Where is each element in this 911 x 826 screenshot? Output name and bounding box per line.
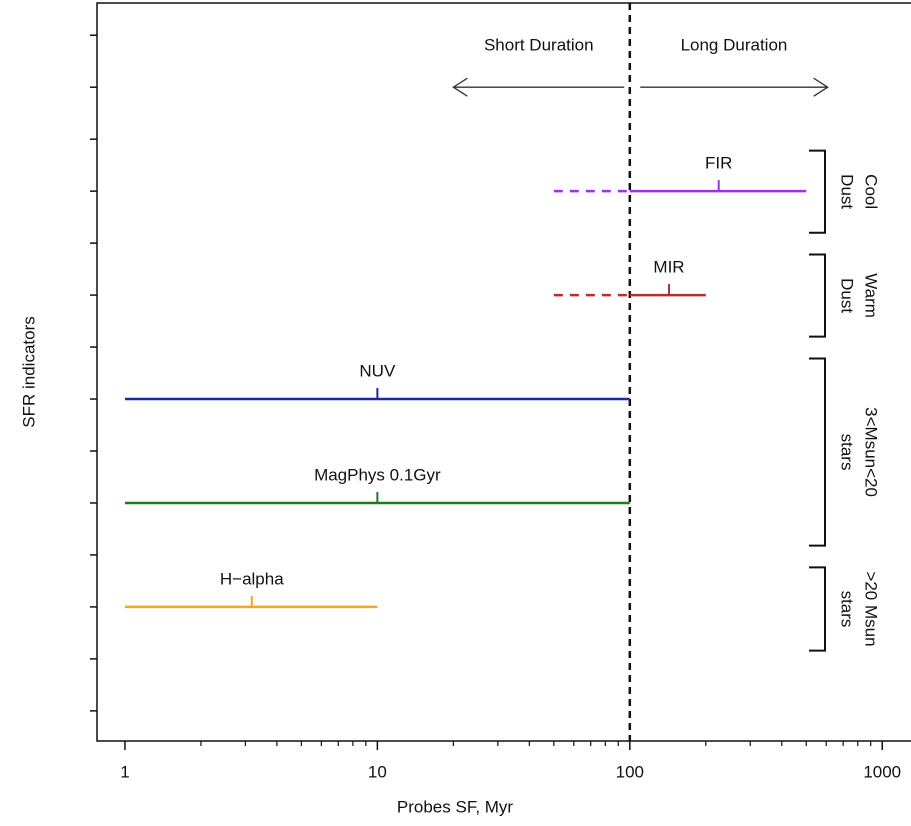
group-label: stars <box>838 591 857 628</box>
series-label: NUV <box>359 362 396 381</box>
arrow-label: Short Duration <box>484 36 594 55</box>
series-label: FIR <box>705 154 732 173</box>
group-bracket <box>809 149 826 234</box>
x-tick-label: 10 <box>368 762 387 781</box>
group-label: >20 Msun <box>862 571 881 646</box>
group-label: Cool <box>862 174 881 209</box>
plot-frame <box>96 2 911 742</box>
group-label: stars <box>838 434 857 471</box>
x-tick-label: 1 <box>120 762 129 781</box>
arrow-head <box>452 77 468 97</box>
series-label: MIR <box>653 258 684 277</box>
group-label: Dust <box>838 278 857 313</box>
group-label: Dust <box>838 174 857 209</box>
y-axis-label: SFR indicators <box>19 316 38 427</box>
x-tick-label: 100 <box>616 762 644 781</box>
series-label: MagPhys 0.1Gyr <box>314 465 441 484</box>
x-axis-label: Probes SF, Myr <box>397 797 514 816</box>
group-bracket <box>809 566 826 652</box>
group-bracket <box>809 253 826 338</box>
group-label: Warm <box>862 273 881 318</box>
group-bracket <box>809 357 826 547</box>
group-label: 3<Msun<20 <box>862 407 881 497</box>
arrow-label: Long Duration <box>681 36 788 55</box>
arrow-head <box>813 77 829 97</box>
x-tick-label: 1000 <box>863 762 901 781</box>
series-label: H−alpha <box>220 569 284 588</box>
